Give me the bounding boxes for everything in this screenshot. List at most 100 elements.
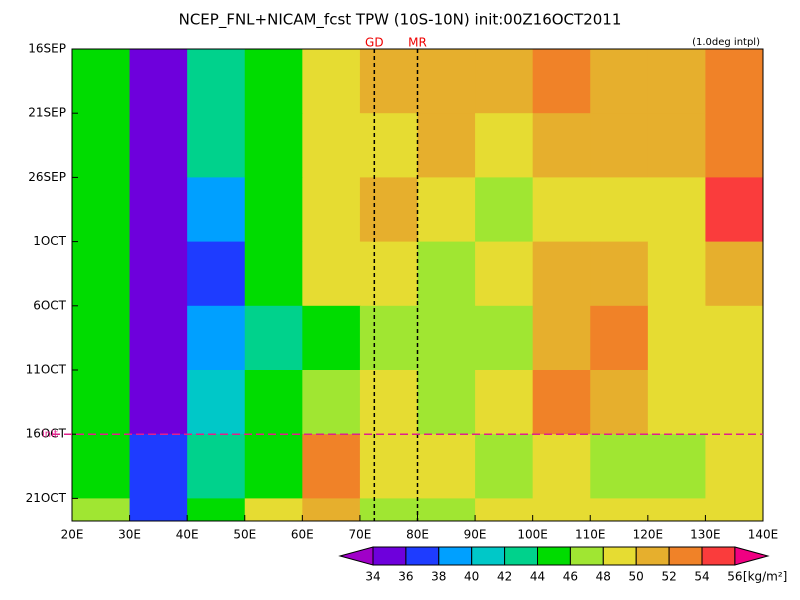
cell	[187, 305, 246, 371]
cell	[590, 370, 649, 435]
cell	[705, 177, 763, 243]
cell	[475, 434, 534, 499]
colorbar-cell	[438, 546, 473, 566]
cell	[705, 113, 763, 178]
cell	[590, 305, 649, 371]
cell	[417, 177, 476, 243]
cell	[359, 241, 418, 307]
colorbar-end	[734, 546, 770, 566]
colorbar-label: 36	[398, 570, 413, 584]
cell	[72, 370, 131, 435]
cell	[705, 241, 763, 307]
cell	[244, 241, 303, 307]
cell	[359, 113, 418, 178]
colorbar-label: 38	[431, 570, 446, 584]
cell	[359, 434, 418, 499]
x-tick-label: 30E	[118, 528, 141, 542]
cell	[129, 177, 188, 243]
cell	[705, 49, 763, 114]
cell	[302, 241, 361, 307]
cell	[129, 434, 188, 499]
cell	[187, 241, 246, 307]
y-tick-label: 16SEP	[28, 42, 66, 56]
colorbar-cell	[668, 546, 703, 566]
cell	[417, 498, 476, 521]
cell	[72, 434, 131, 499]
x-tick-label: 20E	[61, 528, 84, 542]
colorbar-cell	[569, 546, 604, 566]
cell	[647, 434, 706, 499]
colorbar-label: 34	[365, 570, 380, 584]
cell	[302, 49, 361, 114]
cell	[187, 434, 246, 499]
cell	[590, 498, 649, 521]
cell	[72, 49, 131, 114]
cell	[705, 370, 763, 435]
colorbar-label: 50	[629, 570, 644, 584]
cell	[590, 49, 649, 114]
colorbar-cell	[372, 546, 407, 566]
colorbar-unit: [kg/m²]	[743, 570, 787, 584]
cell	[302, 370, 361, 435]
cell	[244, 49, 303, 114]
x-tick-label: 100E	[517, 528, 548, 542]
cell	[705, 434, 763, 499]
colorbar-end	[338, 546, 374, 566]
cell	[129, 305, 188, 371]
colorbar-label: 40	[464, 570, 479, 584]
cell	[302, 434, 361, 499]
y-tick-label: 11OCT	[26, 363, 67, 377]
x-tick-label: 140E	[748, 528, 779, 542]
cell	[72, 241, 131, 307]
cell	[532, 241, 591, 307]
y-tick-label: 21SEP	[28, 106, 66, 120]
cell	[244, 177, 303, 243]
cell	[475, 370, 534, 435]
cells	[72, 49, 763, 521]
cell	[647, 498, 706, 521]
cell	[359, 49, 418, 114]
cell	[532, 434, 591, 499]
x-tick-label: 130E	[690, 528, 721, 542]
cell	[532, 113, 591, 178]
cell	[302, 177, 361, 243]
cell	[244, 498, 303, 521]
x-tick-label: 70E	[348, 528, 371, 542]
colorbar-label: 56	[727, 570, 742, 584]
colorbar-cell	[701, 546, 736, 566]
y-tick-label: 6OCT	[33, 298, 66, 312]
cell	[647, 305, 706, 371]
cell	[72, 498, 131, 521]
cell	[475, 305, 534, 371]
cell	[187, 113, 246, 178]
cell	[244, 113, 303, 178]
colorbar-label: 42	[497, 570, 512, 584]
colorbar-label: 48	[596, 570, 611, 584]
cell	[475, 49, 534, 114]
cell	[72, 305, 131, 371]
x-tick-label: 50E	[233, 528, 256, 542]
cell	[532, 370, 591, 435]
marker-label: MR	[408, 36, 427, 50]
colorbar-cell	[537, 546, 571, 566]
x-tick-label: 60E	[291, 528, 314, 542]
y-tick-label: 21OCT	[26, 491, 67, 505]
x-tick-label: 110E	[575, 528, 606, 542]
cell	[129, 498, 188, 521]
cell	[475, 498, 534, 521]
cell	[417, 305, 476, 371]
cell	[590, 113, 649, 178]
cell	[359, 177, 418, 243]
cell	[129, 370, 188, 435]
cell	[705, 498, 763, 521]
colorbar-label: 52	[661, 570, 676, 584]
cell	[647, 177, 706, 243]
cell	[417, 370, 476, 435]
colorbar-cell	[602, 546, 637, 566]
cell	[187, 49, 246, 114]
cell	[705, 305, 763, 371]
cell	[129, 49, 188, 114]
note: (1.0deg intpl)	[692, 37, 760, 48]
colorbar-cell	[504, 546, 539, 566]
cell	[532, 305, 591, 371]
